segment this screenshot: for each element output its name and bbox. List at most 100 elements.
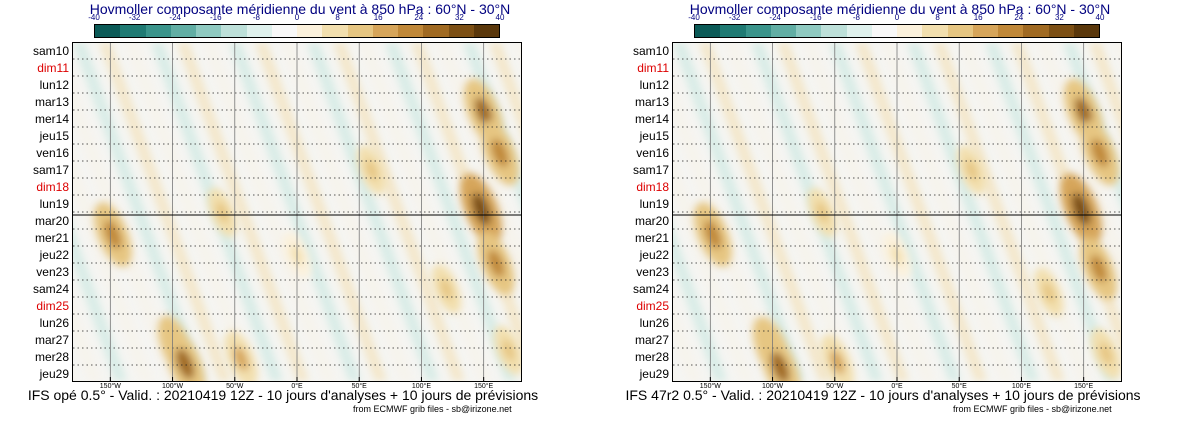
colorbar-tick-label: -16 — [810, 13, 822, 22]
y-tick-label: ven16 — [636, 146, 669, 160]
colorbar-cell — [372, 25, 398, 37]
colorbar-tick-label: 24 — [414, 13, 424, 22]
y-tick-label: sam24 — [632, 282, 669, 296]
y-tick-label: lun26 — [639, 316, 669, 330]
x-tick-label: 100°E — [411, 383, 432, 390]
colorbar-cell — [170, 25, 196, 37]
y-tick-label: mar27 — [634, 333, 669, 347]
colorbar-tick-label: -40 — [88, 13, 100, 22]
y-tick-label: lun19 — [639, 197, 669, 211]
colorbar-cell — [770, 25, 796, 37]
colorbar-cell — [695, 25, 721, 37]
field-band — [933, 43, 1065, 381]
field-band — [177, 43, 309, 381]
y-tick-label: lun26 — [39, 316, 69, 330]
colorbar-tick-label: -8 — [252, 13, 260, 22]
field-band — [777, 43, 909, 381]
field-anomaly-core — [1099, 342, 1113, 365]
field-band — [73, 43, 205, 381]
colorbar-cell — [922, 25, 948, 37]
colorbar-tick-label: -8 — [852, 13, 860, 22]
colorbar-tick-label: -32 — [128, 13, 141, 22]
y-tick-label: jeu22 — [39, 248, 69, 262]
field-anomaly-core — [175, 348, 195, 380]
field-anomaly-core — [215, 202, 229, 223]
colorbar-cell — [271, 25, 297, 37]
y-tick-label: mer14 — [634, 112, 669, 126]
field-band — [673, 375, 675, 381]
colorbar-cell — [947, 25, 973, 37]
x-tick-label: 50°E — [351, 383, 367, 390]
colorbar-cell — [473, 25, 499, 37]
colorbar-cell — [1048, 25, 1074, 37]
colorbar-cell — [145, 25, 171, 37]
colorbar-cell — [1073, 25, 1099, 37]
y-tick-label: jeu29 — [639, 367, 669, 381]
x-tick-label: 150°W — [699, 383, 721, 390]
colorbar-tick-label: 40 — [1095, 13, 1105, 22]
colorbar-tick-label: -16 — [210, 13, 222, 22]
colorbar-cell — [846, 25, 872, 37]
y-tick-label: mer28 — [34, 350, 69, 364]
colorbar-tick-label: -24 — [169, 13, 181, 22]
y-tick-label: dim11 — [37, 61, 69, 75]
x-tick-label: 50°E — [951, 383, 967, 390]
chart-subtitle: IFS 47r2 0.5° - Valid. : 20210419 12Z - … — [625, 387, 1141, 403]
x-tick-label: 50°W — [226, 383, 244, 390]
y-tick-label: lun12 — [39, 78, 69, 92]
x-tick-label: 150°W — [99, 383, 121, 390]
field-band — [673, 302, 701, 381]
y-tick-label: ven23 — [36, 265, 69, 279]
colorbar-tick-label: -24 — [769, 13, 781, 22]
hovmoller-plot — [72, 42, 522, 382]
y-tick-label: lun19 — [39, 197, 69, 211]
field-anomaly-core — [770, 351, 790, 381]
y-tick-label: mar13 — [34, 95, 69, 109]
colorbar-cell — [972, 25, 998, 37]
colorbar-cell — [821, 25, 847, 37]
colorbar-tick-label: 8 — [935, 13, 940, 22]
field-band — [907, 43, 1039, 381]
y-tick-label: ven16 — [36, 146, 69, 160]
y-tick-label: mer21 — [34, 231, 69, 245]
field-band — [673, 155, 753, 381]
y-tick-label: sam24 — [32, 282, 69, 296]
x-tick-label: 100°W — [762, 383, 784, 390]
y-tick-label: mar20 — [634, 214, 669, 228]
hovmoller-panel-left: Hovmoller composante méridienne du vent … — [28, 1, 538, 414]
y-tick-label: jeu15 — [39, 129, 69, 143]
field-band — [803, 43, 935, 381]
field-band — [1115, 43, 1121, 60]
source-credit: from ECMWF grib files - sb@irizone.net — [953, 404, 1112, 414]
colorbar-cell — [448, 25, 474, 37]
x-tick-label: 150°E — [1074, 383, 1094, 390]
y-tick-label: mar27 — [34, 333, 69, 347]
field-band — [489, 43, 521, 134]
colorbar-tick-label: 0 — [894, 13, 900, 22]
field-band — [73, 155, 153, 381]
field-anomaly-core — [1042, 282, 1056, 303]
colorbar-tick-label: -40 — [688, 13, 700, 22]
y-tick-label: dim25 — [36, 299, 69, 313]
field-band — [333, 43, 465, 381]
hovmoller-field — [673, 43, 1121, 381]
x-tick-label: 50°W — [826, 383, 844, 390]
field-band — [281, 43, 413, 381]
field-band — [1089, 43, 1121, 134]
hovmoller-field — [73, 43, 521, 381]
colorbar-cell — [998, 25, 1024, 37]
field-anomaly-core — [1090, 254, 1107, 283]
colorbar-cell — [745, 25, 771, 37]
colorbar-cell — [322, 25, 348, 37]
hovmoller-plot — [672, 42, 1122, 382]
colorbar-tick-label: 40 — [495, 13, 505, 22]
colorbar-cell — [398, 25, 424, 37]
y-tick-label: dim18 — [36, 180, 69, 194]
y-tick-label: mer21 — [634, 231, 669, 245]
colorbar — [694, 24, 1100, 38]
y-tick-label: mar20 — [34, 214, 69, 228]
colorbar-cell — [120, 25, 146, 37]
field-anomaly-core — [365, 159, 379, 181]
y-tick-label: mer14 — [34, 112, 69, 126]
field-anomaly-core — [1071, 193, 1091, 226]
